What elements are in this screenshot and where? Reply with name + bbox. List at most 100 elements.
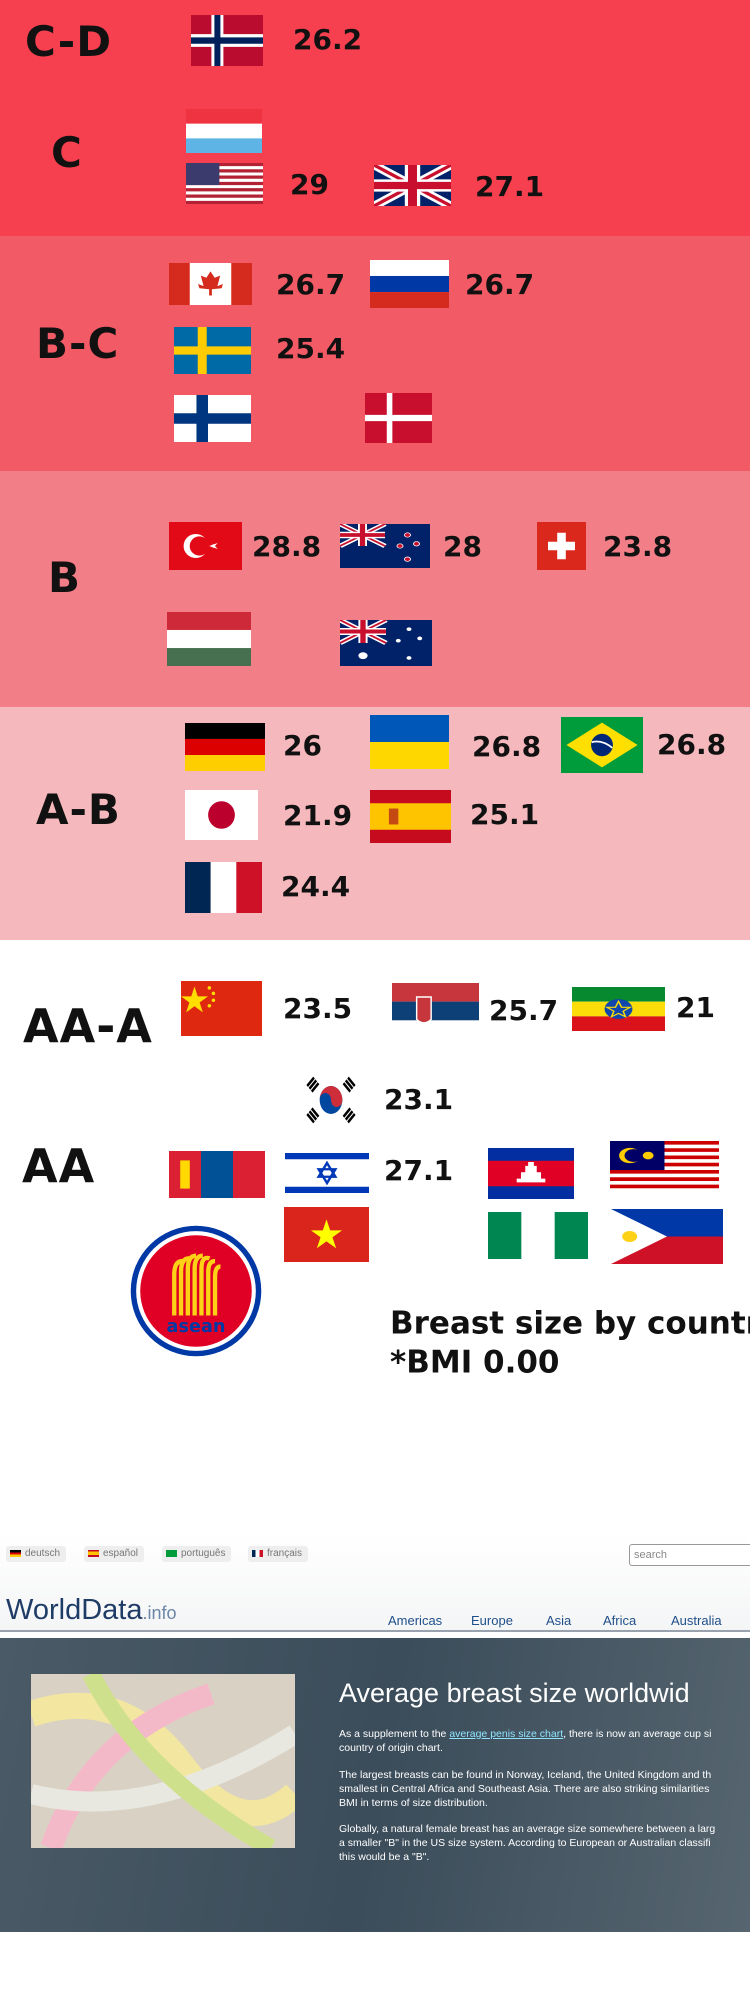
shape: [169, 263, 190, 305]
flag: [392, 983, 479, 1039]
divider: [0, 1630, 750, 1632]
value: 26.7: [465, 268, 535, 301]
flag: [370, 715, 449, 769]
flag: [185, 723, 265, 771]
shape: [186, 138, 262, 153]
flag: [174, 327, 251, 374]
shape: [604, 999, 633, 1019]
shape: [319, 1086, 343, 1107]
shape: [185, 723, 265, 739]
shape: [31, 1692, 295, 1827]
shape: [413, 541, 420, 547]
shape: [186, 163, 220, 186]
shape: [591, 740, 613, 749]
nav-link[interactable]: Africa: [603, 1613, 637, 1628]
shape: [82, 1674, 276, 1848]
banner-heading: Average breast size worldwid: [339, 1678, 690, 1708]
value: 26.7: [276, 268, 346, 301]
shape: [370, 275, 449, 293]
flag-icon: [10, 1549, 21, 1557]
value: 23.5: [283, 992, 353, 1025]
flag: [191, 15, 263, 66]
flag: [537, 522, 586, 570]
shape: [285, 1186, 369, 1193]
flag-icon: [88, 1549, 99, 1557]
shape: [370, 803, 451, 830]
shape: [370, 292, 449, 308]
flag: [185, 862, 262, 913]
paragraph-line: smallest in Central Africa and Southeast…: [339, 1783, 710, 1795]
flag-icon: [166, 1549, 177, 1557]
shape: [358, 652, 368, 660]
nav-link[interactable]: Europe: [471, 1613, 513, 1628]
paragraph-line: Globally, a natural female breast has an…: [339, 1823, 716, 1835]
language-link[interactable]: español: [84, 1546, 145, 1562]
banner-image: [31, 1674, 295, 1848]
link[interactable]: average penis size chart: [449, 1728, 564, 1740]
value: 26.8: [657, 728, 727, 761]
language-link[interactable]: deutsch: [6, 1546, 67, 1562]
shape: [340, 620, 386, 643]
shape: [174, 395, 251, 442]
shape: [396, 532, 420, 562]
tier-label: C-D: [25, 17, 113, 66]
shape: [207, 1003, 212, 1008]
shape: [358, 627, 423, 660]
shape: [231, 263, 252, 305]
flag: [169, 522, 242, 570]
shape: [172, 1253, 221, 1316]
paragraph-line: As a supplement to the average penis siz…: [339, 1729, 711, 1740]
shape: [306, 1076, 356, 1124]
shape: [189, 536, 210, 556]
value: 26.2: [293, 23, 363, 56]
shape: [31, 1725, 295, 1812]
flag: [488, 1148, 574, 1199]
shape: [180, 1160, 190, 1189]
nav-link[interactable]: Australia: [671, 1613, 722, 1628]
shape: [210, 862, 237, 913]
shape: [572, 1016, 665, 1031]
shape: [172, 1253, 221, 1316]
shape: [285, 1153, 369, 1160]
shape: [370, 715, 449, 742]
shape: [406, 656, 412, 660]
shape: [370, 742, 449, 769]
search-box[interactable]: search: [629, 1544, 750, 1566]
paragraph-line: a smaller "B" in the US size system. Acc…: [339, 1837, 711, 1849]
shape: [548, 532, 575, 560]
language-link[interactable]: português: [162, 1546, 232, 1562]
flag: [167, 612, 251, 666]
language-link[interactable]: français: [248, 1546, 309, 1562]
language-text: français: [267, 1548, 303, 1559]
shape: [236, 862, 262, 913]
shape: [404, 532, 411, 538]
value: 25.7: [489, 994, 559, 1027]
value: 25.1: [470, 798, 540, 831]
value: 21: [676, 991, 715, 1024]
flag: [284, 1207, 369, 1262]
shape: [191, 15, 263, 66]
shape: [185, 738, 265, 756]
shape: [374, 165, 451, 206]
shape: [211, 998, 216, 1003]
shape: [185, 755, 265, 771]
nav-link[interactable]: Asia: [546, 1613, 572, 1628]
value: 28: [443, 530, 482, 563]
logo-suffix: .info: [142, 1603, 177, 1623]
nav-link[interactable]: Americas: [388, 1613, 443, 1628]
paragraph-line: this would be a "B".: [339, 1851, 430, 1863]
shape: [340, 524, 385, 546]
shape: [604, 999, 633, 1019]
flag: [572, 987, 665, 1031]
shape: asean: [167, 1317, 226, 1337]
flag: [365, 393, 432, 443]
caption-title: Breast size by country: [390, 1305, 750, 1342]
flag: [174, 395, 251, 442]
value: 23.1: [384, 1083, 454, 1116]
shape: [209, 543, 218, 549]
value: 25.4: [276, 332, 346, 365]
logo[interactable]: WorldData.info: [6, 1594, 177, 1627]
shape: [211, 991, 216, 996]
